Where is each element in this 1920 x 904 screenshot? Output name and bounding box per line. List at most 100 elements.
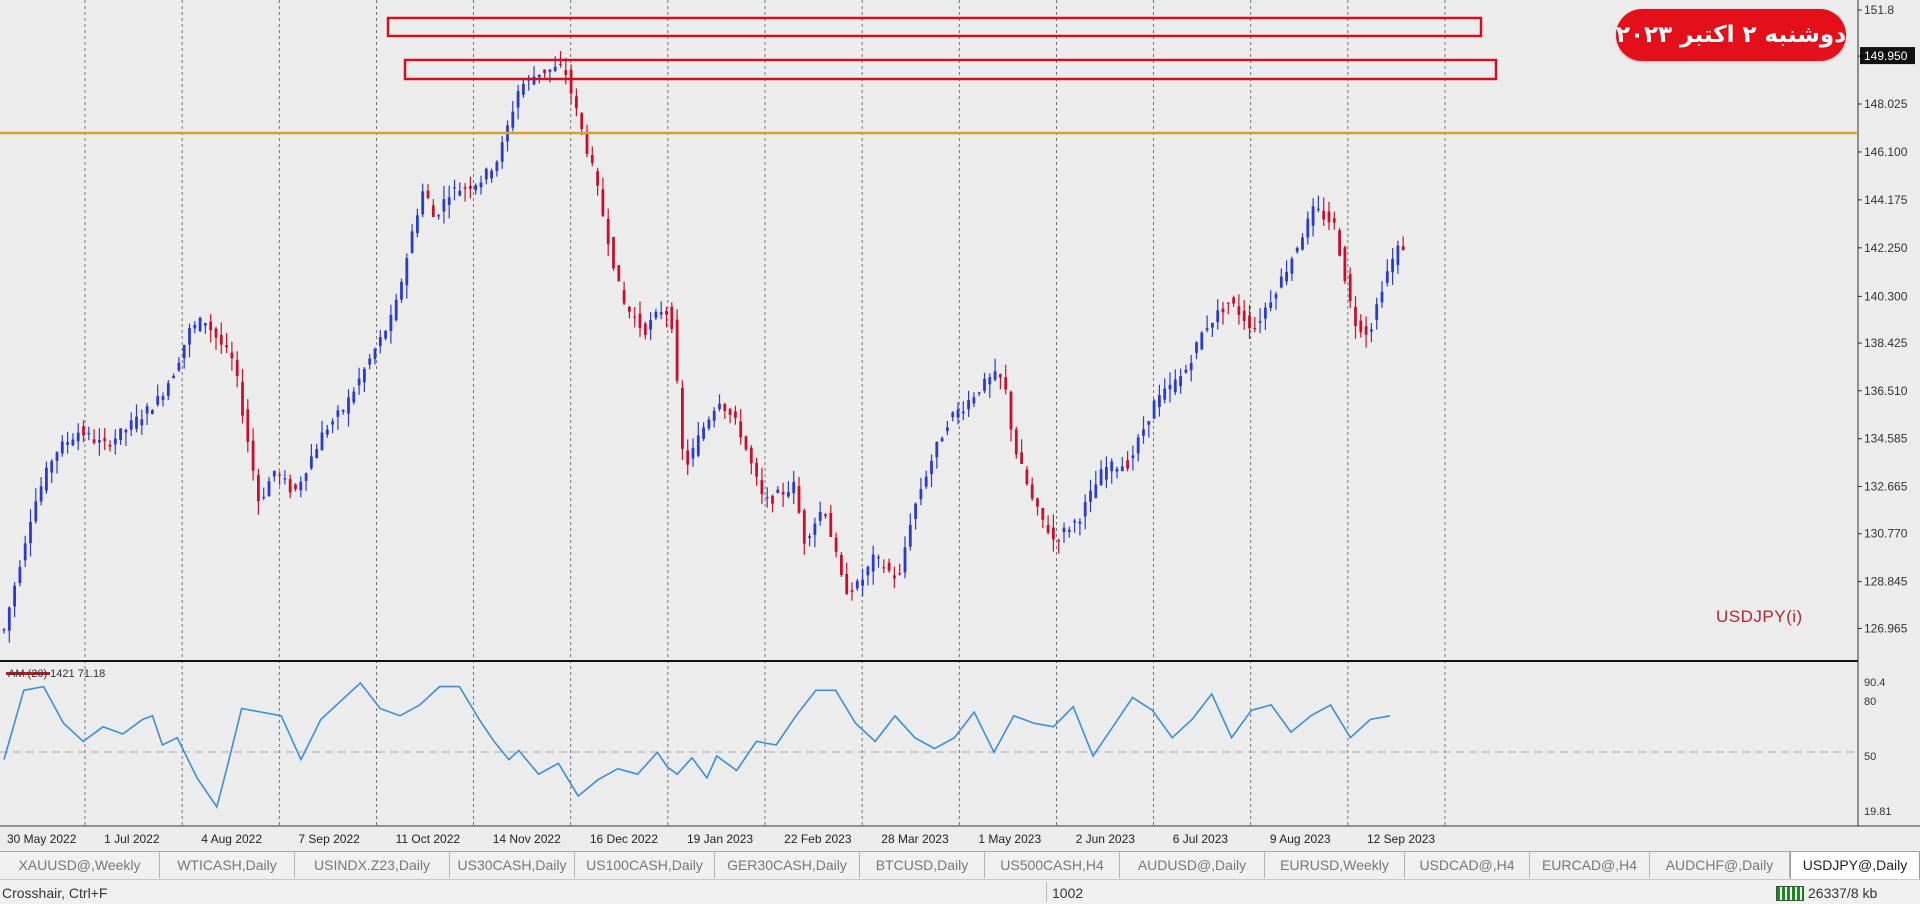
candle [500,135,504,169]
candle [813,517,817,548]
candle [1242,300,1246,331]
candle [50,459,54,484]
candle [1343,245,1347,285]
candle [1205,315,1209,333]
candle [1354,296,1357,339]
price-tick-label: 138.425 [1864,336,1908,350]
candle [919,477,923,506]
candle [1105,456,1108,489]
candle [479,175,483,195]
candle [871,545,875,585]
candle [1226,302,1230,315]
candle [622,281,626,306]
status-connection[interactable]: 26337/8 kb [1776,885,1877,901]
candle [590,146,594,167]
date-badge-text: دوشنبه ۲ اکتبر ۲۰۲۳ [1615,22,1846,48]
candle [1089,479,1092,513]
candle [304,472,308,492]
candle [490,168,493,183]
chart-tab[interactable]: EURUSD,Weekly [1265,852,1405,878]
candle [569,64,573,105]
chart-tab[interactable]: USDJPY@,Daily [1790,852,1920,880]
date-tick-label: 6 Jul 2023 [1173,832,1229,846]
chart-tab[interactable]: US30CASH,Daily [450,852,575,878]
candle [13,581,16,618]
chart-tab[interactable]: US100CASH,Daily [575,852,715,878]
candle [691,438,695,467]
candle [882,559,886,574]
chart-tab[interactable]: XAUUSD@,Weekly [0,852,160,878]
symbol-label: USDJPY(i) [1716,607,1803,626]
candle [1338,227,1341,257]
chart-tab[interactable]: USINDX.Z23,Daily [295,852,450,878]
candle [246,399,250,453]
candle [930,454,933,488]
candle [659,301,663,320]
candle [1168,372,1172,403]
candle [1221,301,1225,325]
candle [235,351,239,388]
chart-tab[interactable]: BTCUSD,Daily [860,852,985,878]
candle [946,421,949,436]
candle [373,347,377,365]
candle [315,443,319,459]
candle [156,384,160,407]
candle [1301,233,1304,251]
candle [749,445,753,475]
candle [580,112,584,136]
candle [129,412,133,437]
candle [241,368,244,424]
candle [71,433,75,447]
candle [548,69,552,83]
chart-tab[interactable]: US500CASH,H4 [985,852,1120,878]
price-axis-labels: 151.8 149.950 148.025 146.100 144.175 142.250… [1858,3,1915,635]
candle [1062,522,1066,543]
price-tick-label: 151.8 [1864,3,1894,17]
date-axis-labels: 30 May 2022 1 Jul 2022 4 Aug 2022 7 Sep 202… [7,832,1435,846]
candle [1375,297,1379,330]
candle [532,66,536,86]
date-tick-label: 2 Jun 2023 [1076,832,1136,846]
candle [1004,364,1008,395]
candle [1295,246,1299,254]
candle [1067,526,1071,538]
candle [310,444,313,470]
chart-background [0,0,1920,851]
date-tick-label: 1 Jul 2022 [104,832,160,846]
chart-tab[interactable]: EURCAD@,H4 [1530,852,1650,878]
candle [421,183,425,218]
candle [495,160,499,177]
chart-tab[interactable]: AUDCHF@,Daily [1650,852,1790,878]
candle [781,482,785,508]
chart-tab[interactable]: USDCAD@,H4 [1405,852,1530,878]
candle [1311,198,1315,237]
candle [1327,201,1331,231]
candle [1131,445,1135,471]
candle [453,179,456,201]
candle [824,512,827,519]
candle [320,420,324,451]
candle [1237,294,1241,325]
current-price-box [1860,47,1915,65]
candle [166,379,170,401]
chart-tab[interactable]: AUDUSD@,Daily [1120,852,1265,878]
chart-tab[interactable]: WTICASH,Daily [160,852,295,878]
candle [850,582,854,601]
candle [1200,331,1204,351]
status-separator [1046,882,1047,902]
candle [1322,197,1326,226]
chart-tab[interactable]: GER30CASH,Daily [715,852,860,878]
candle [675,309,679,384]
candle [1248,304,1251,339]
candle [988,373,992,398]
candle [34,488,38,524]
current-price-label: 149.950 [1864,49,1908,63]
chart-area[interactable]: 151.8 149.950 148.025 146.100 144.175 142.250… [0,0,1920,851]
candle [818,501,822,526]
candle [384,329,387,341]
status-bar: Crosshair, Ctrl+F 1002 26337/8 kb [0,879,1920,904]
status-value: 1002 [1052,885,1084,901]
lower-zone-box [403,58,1498,81]
candle [983,372,986,394]
date-tick-label: 14 Nov 2022 [493,832,561,846]
